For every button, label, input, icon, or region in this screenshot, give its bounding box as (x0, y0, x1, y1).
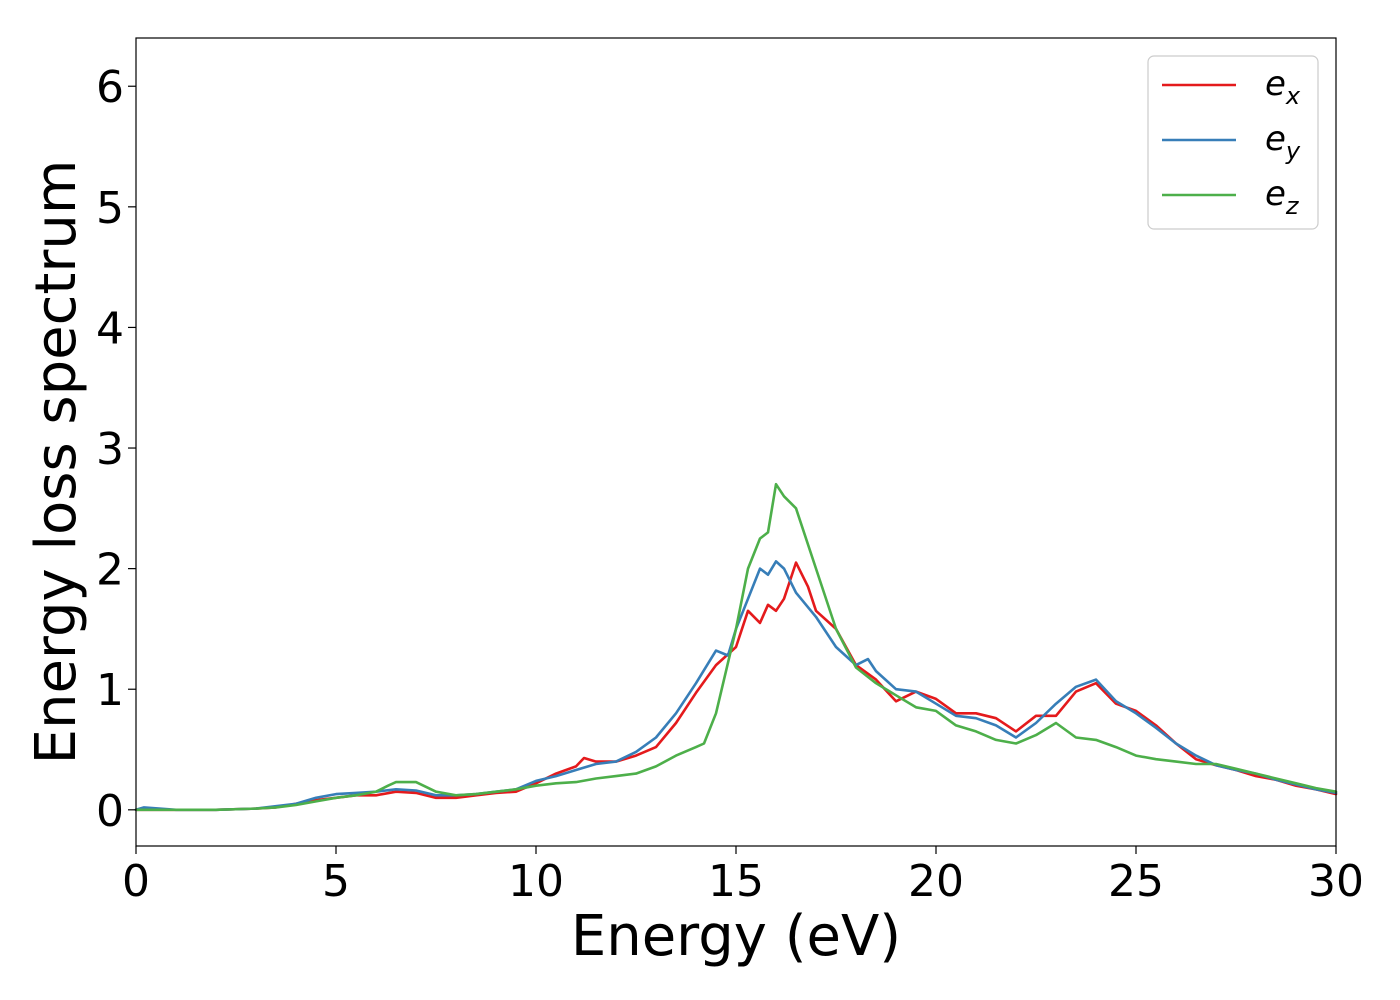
y-tick-label: 6 (96, 62, 124, 113)
x-tick-label: 15 (708, 856, 764, 907)
legend-label-subscript: x (1285, 82, 1301, 110)
y-tick-label: 5 (96, 183, 124, 234)
y-axis: 0 1 2 3 4 5 6 (96, 62, 136, 837)
y-tick-label: 1 (96, 665, 124, 716)
y-tick-label: 3 (96, 424, 124, 475)
y-tick-label: 4 (96, 303, 124, 354)
legend-label-z: ez (1265, 174, 1300, 220)
x-axis-label: Energy (eV) (571, 904, 901, 969)
y-axis-label: Energy loss spectrum (24, 160, 89, 765)
x-tick-label: 10 (508, 856, 564, 907)
legend-label-base: e (1265, 174, 1286, 214)
x-axis: 0 5 10 15 20 25 30 (122, 846, 1364, 907)
legend-box (1147, 55, 1319, 230)
legend-label-x: ex (1265, 64, 1301, 110)
legend-label-subscript: z (1285, 192, 1300, 220)
x-tick-label: 25 (1108, 856, 1164, 907)
x-tick-label: 20 (908, 856, 964, 907)
y-tick-label: 2 (96, 545, 124, 596)
x-tick-label: 30 (1308, 856, 1364, 907)
series-layer (134, 482, 1338, 812)
legend-label-subscript: y (1285, 137, 1301, 165)
x-tick-label: 5 (322, 856, 350, 907)
y-tick-label: 0 (96, 786, 124, 837)
legend-label-base: e (1265, 119, 1286, 159)
legend-label-base: e (1265, 64, 1286, 104)
series-line-z (134, 482, 1338, 812)
series-line-y (134, 560, 1338, 812)
legend-label-y: ey (1265, 119, 1301, 165)
x-tick-label: 0 (122, 856, 150, 907)
